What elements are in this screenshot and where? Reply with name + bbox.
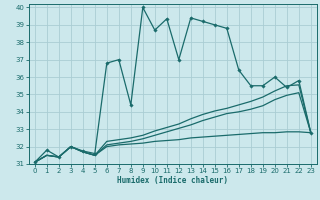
X-axis label: Humidex (Indice chaleur): Humidex (Indice chaleur) xyxy=(117,176,228,185)
